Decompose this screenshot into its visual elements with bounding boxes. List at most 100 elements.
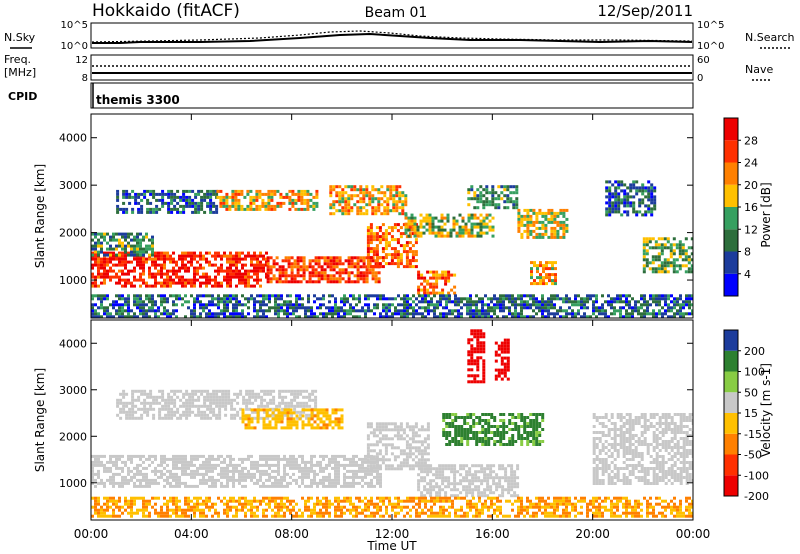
power-cell — [172, 294, 175, 298]
power-cell — [97, 294, 100, 298]
power-cell — [226, 281, 229, 285]
velocity-cell — [393, 455, 397, 459]
velocity-cell — [203, 404, 207, 408]
power-cell — [139, 263, 142, 267]
velocity-cell — [241, 472, 244, 476]
power-cell — [256, 300, 259, 304]
power-cell — [347, 277, 351, 281]
velocity-cell — [179, 413, 183, 417]
power-cell — [412, 300, 415, 304]
power-cell — [408, 262, 412, 266]
power-cell — [366, 253, 370, 257]
power-cell — [378, 262, 382, 266]
velocity-cell — [462, 488, 466, 492]
velocity-cell — [226, 478, 229, 482]
power-cell — [565, 315, 568, 318]
velocity-cell — [260, 389, 264, 393]
power-cell — [445, 300, 448, 304]
power-cell — [175, 297, 178, 301]
velocity-cell — [119, 401, 123, 405]
power-cell — [199, 263, 202, 267]
power-cell — [645, 243, 649, 247]
power-cell — [148, 269, 151, 273]
power-cell — [550, 220, 554, 224]
power-cell — [409, 312, 412, 316]
velocity-cell — [307, 469, 310, 473]
power-cell — [191, 198, 195, 202]
power-cell — [169, 254, 172, 258]
power-cell — [419, 234, 423, 238]
velocity-cell — [130, 454, 133, 458]
power-cell — [283, 312, 286, 316]
power-cell — [440, 228, 444, 232]
velocity-cell — [492, 482, 496, 486]
power-cell — [181, 275, 184, 279]
power-cell — [326, 280, 330, 284]
power-cell — [538, 309, 541, 313]
power-cell — [229, 281, 232, 285]
velocity-cell — [268, 475, 271, 479]
velocity-cell — [378, 458, 382, 462]
power-cell — [315, 204, 319, 208]
power-cell — [535, 303, 538, 307]
velocity-cell — [139, 469, 142, 473]
power-cell — [372, 265, 376, 269]
velocity-cell — [260, 398, 264, 402]
velocity-cell — [152, 395, 156, 399]
power-cell — [657, 243, 661, 247]
velocity-cell — [462, 485, 466, 489]
power-cell — [229, 297, 232, 301]
power-cell — [182, 210, 186, 214]
power-cell — [442, 312, 445, 316]
power-cell — [193, 306, 196, 310]
power-cell — [487, 306, 490, 310]
power-cell — [226, 269, 229, 273]
velocity-cell — [131, 407, 135, 411]
power-cell — [535, 235, 539, 239]
velocity-cell — [109, 469, 112, 473]
power-cell — [146, 198, 150, 202]
velocity-cell — [227, 392, 231, 396]
power-cell — [485, 185, 489, 189]
velocity-cell — [251, 389, 255, 393]
power-cell — [443, 228, 447, 232]
power-cell — [589, 315, 592, 318]
power-cell — [550, 312, 553, 316]
power-cell — [608, 192, 612, 196]
velocity-cell — [444, 467, 448, 471]
velocity-cell — [125, 416, 129, 420]
velocity-cell — [453, 467, 457, 471]
power-cell — [241, 315, 244, 318]
velocity-cell — [384, 464, 388, 468]
power-cell — [387, 253, 391, 257]
velocity-cell — [468, 482, 472, 486]
power-cell — [664, 309, 667, 313]
beam-title: Beam 01 — [365, 5, 428, 21]
velocity-cell — [226, 466, 229, 470]
velocity-cell — [188, 395, 192, 399]
noise-panel: N.Sky 10^5 10^0 10^5 10^0 N.Search — [4, 20, 795, 52]
velocity-cell — [293, 407, 297, 411]
power-cell — [178, 297, 181, 301]
power-cell — [97, 244, 100, 248]
velocity-cell — [146, 410, 150, 414]
power-cell — [115, 281, 118, 285]
velocity-cell — [295, 463, 298, 467]
velocity-cell — [429, 482, 433, 486]
velocity-cell — [378, 440, 382, 444]
velocity-cell — [498, 485, 502, 489]
power-cell — [485, 225, 489, 229]
velocity-cell — [305, 413, 309, 417]
power-cell — [125, 189, 129, 193]
power-cell — [542, 282, 545, 286]
power-cell — [100, 250, 103, 254]
power-cell — [287, 265, 291, 269]
power-cell — [470, 185, 474, 189]
power-cell — [429, 291, 433, 295]
power-cell — [212, 204, 216, 208]
velocity-cell — [203, 401, 207, 405]
power-cell — [208, 300, 211, 304]
power-cell — [365, 191, 369, 195]
power-cell — [679, 303, 682, 307]
velocity-cell — [465, 479, 469, 483]
